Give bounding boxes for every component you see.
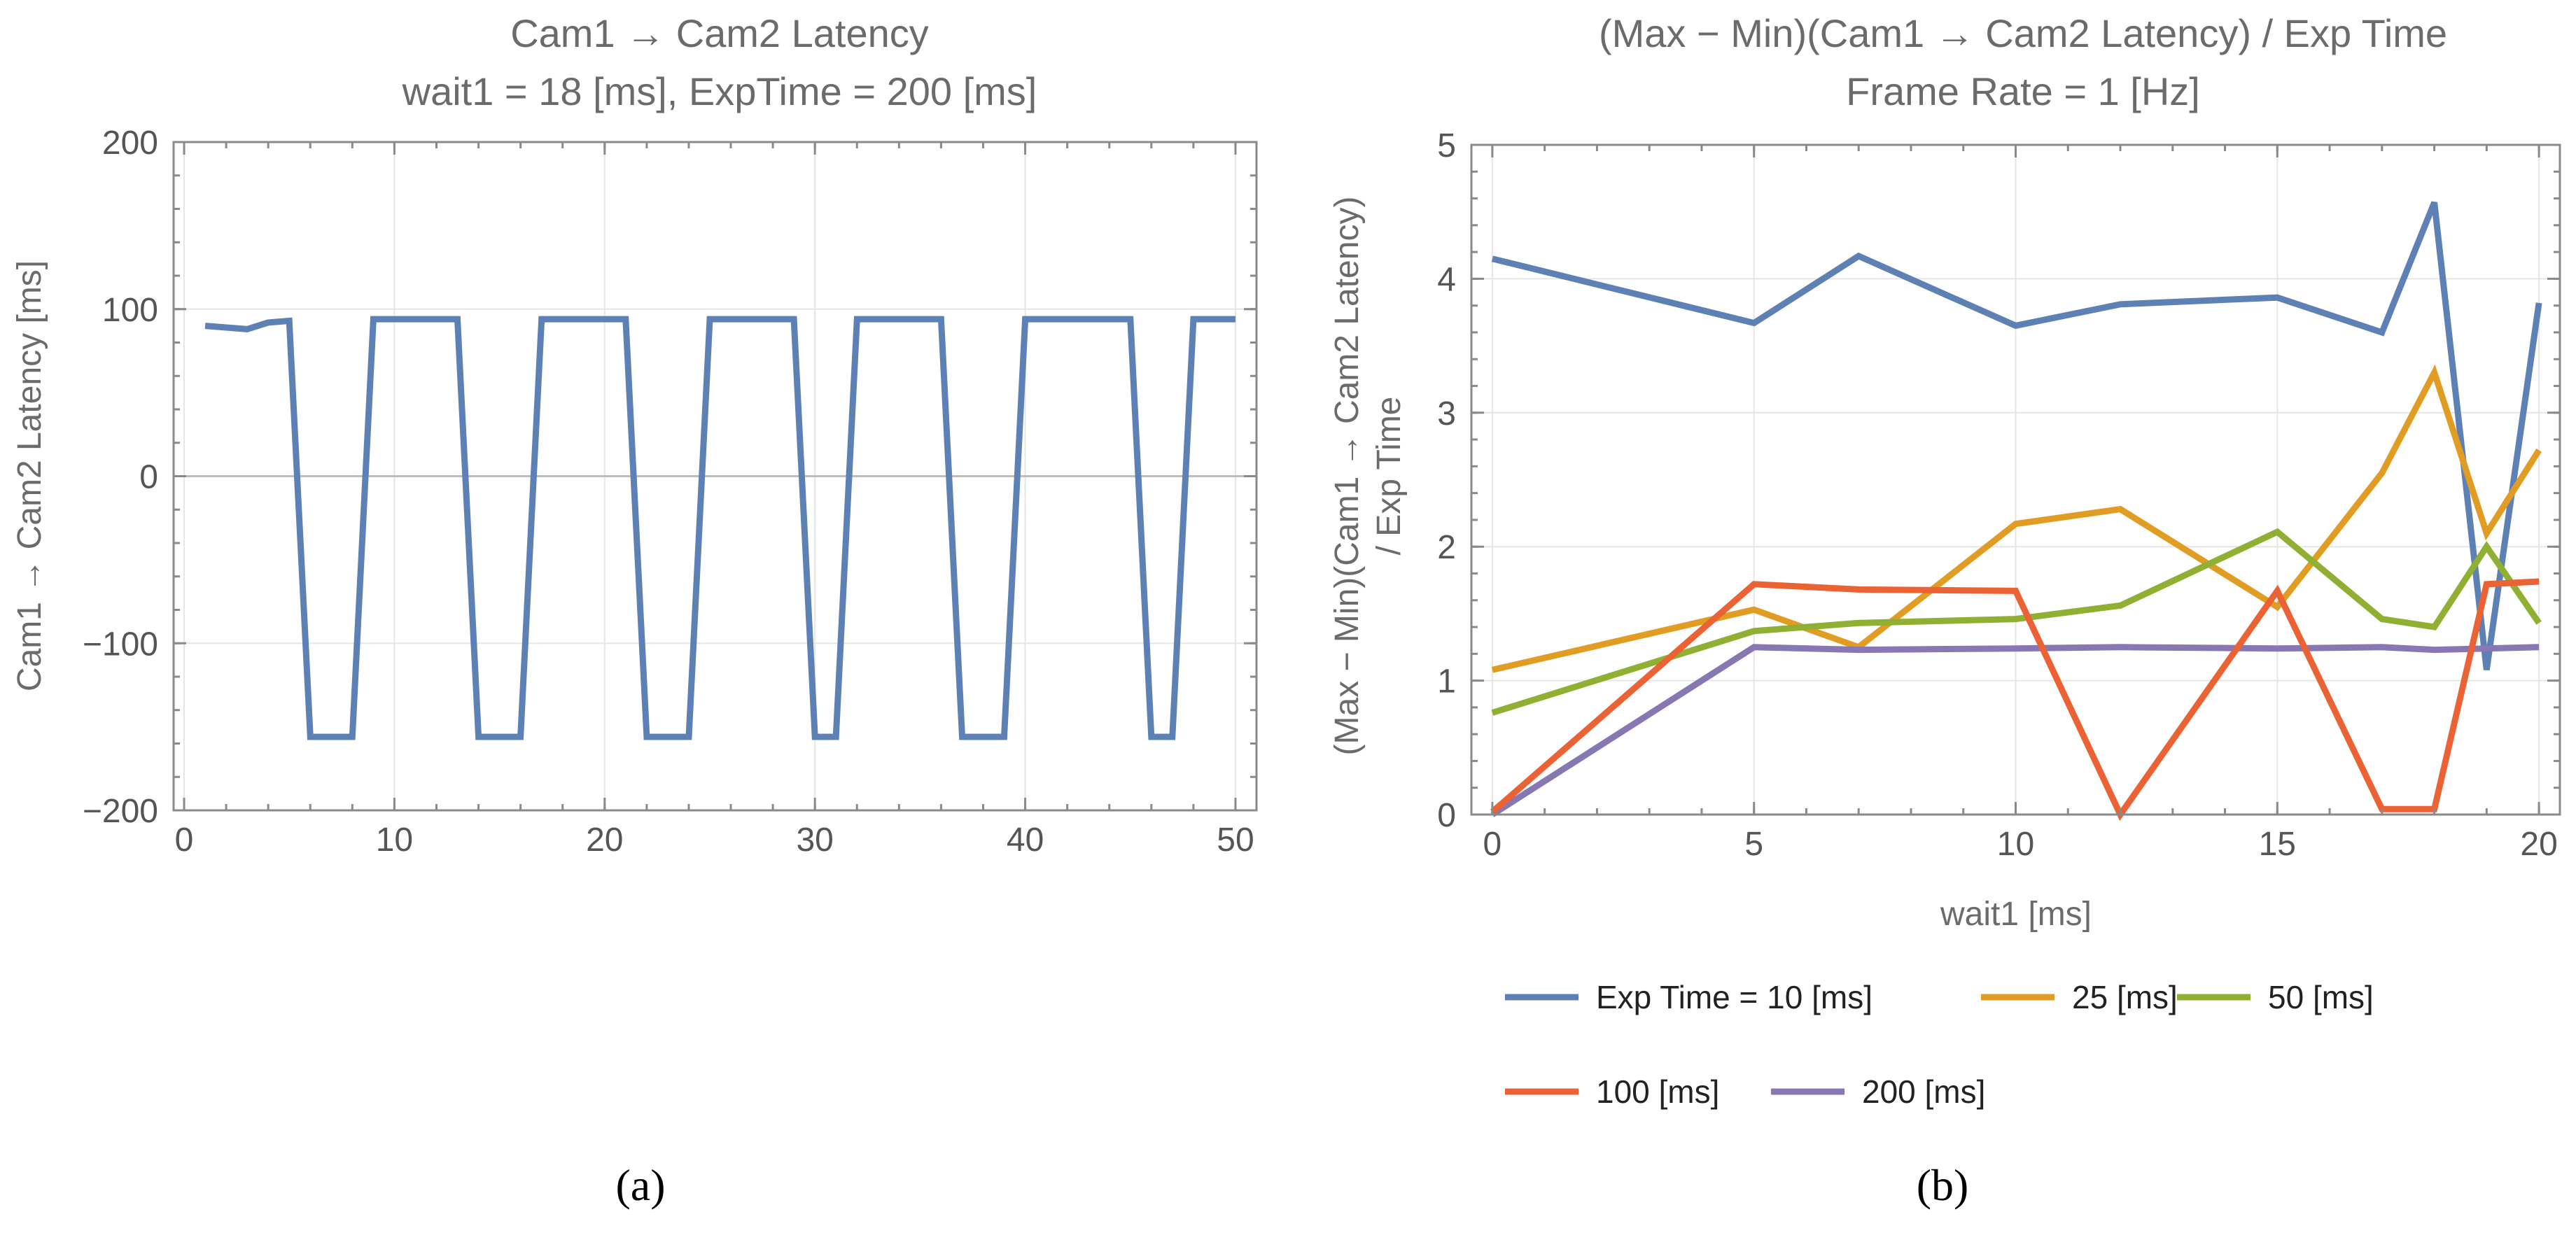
y-tick-label: 3 [1437,395,1456,432]
x-tick-label: 50 [1217,822,1254,859]
x-tick-label: 5 [1744,826,1763,863]
x-tick-label: 15 [2259,826,2296,863]
panel-label-b: (b) [1917,1160,1969,1210]
chart-b-x-axis-label: wait1 [ms] [1940,896,2092,933]
x-tick-label: 20 [586,822,623,859]
chart-b-subtitle: Frame Rate = 1 [Hz] [1846,69,2200,113]
chart-b-frame [1470,143,2561,816]
chart-b: (Max − Min)(Cam1 → Cam2 Latency) / Exp T… [1329,11,2561,1210]
chart-b-gridlines [1471,144,2560,815]
series-line-0 [1491,201,2542,670]
y-tick-label: 200 [102,125,158,162]
x-tick-label: 0 [175,822,194,859]
y-tick-label: 5 [1437,127,1456,164]
legend-label: 200 [ms] [1862,1073,1985,1110]
y-tick-label: 100 [102,292,158,329]
chart-a-y-axis-label: Cam1 → Cam2 Latency [ms] [11,260,48,691]
y-tick-label: 4 [1437,261,1456,298]
series-line-3 [1490,578,2540,821]
chart-a-series-group [204,316,1236,740]
chart-b-y-axis-label-line2: / Exp Time [1371,397,1408,556]
chart-b-legend: Exp Time = 10 [ms] 25 [ms] 50 [ms] 100 [ms]… [1505,979,2374,1110]
chart-b-tick-labels: 0 5 10 15 20 0 1 2 3 4 5 [1437,127,2557,863]
chart-a-title: Cam1 → Cam2 Latency [510,11,929,55]
panel-label-a: (a) [615,1160,665,1210]
y-tick-label: 2 [1437,529,1456,566]
x-tick-label: 10 [376,822,413,859]
x-tick-label: 20 [2520,826,2557,863]
chart-a-frame [172,141,1258,812]
chart-b-series-group [1490,201,2542,821]
chart-b-title: (Max − Min)(Cam1 → Cam2 Latency) / Exp T… [1599,11,2447,55]
legend-label: 50 [ms] [2268,979,2374,1015]
x-tick-label: 30 [796,822,833,859]
chart-a: Cam1 → Cam2 Latency wait1 = 18 [ms], Exp… [11,11,1258,1210]
chart-b-y-axis-label-line1: (Max − Min)(Cam1 → Cam2 Latency) [1329,197,1366,756]
x-tick-label: 40 [1007,822,1044,859]
series-line-2 [1491,528,2542,716]
series-line-latency [204,316,1236,740]
y-tick-label: 1 [1437,663,1456,700]
y-tick-label: 0 [139,459,158,496]
y-tick-label: −100 [83,626,158,663]
legend-label: Exp Time = 10 [ms] [1596,979,1872,1015]
x-tick-label: 10 [1997,826,2034,863]
chart-a-subtitle: wait1 = 18 [ms], ExpTime = 200 [ms] [402,69,1037,113]
legend-label: 100 [ms] [1596,1073,1719,1110]
y-tick-label: 0 [1437,797,1456,834]
series-line-4 [1490,644,2540,817]
x-tick-label: 0 [1483,826,1502,863]
chart-a-tick-labels: 0 10 20 30 40 50 −200 −100 0 100 200 [83,125,1254,859]
chart-a-gridlines [174,141,1256,811]
legend-label: 25 [ms] [2072,979,2178,1015]
y-tick-label: −200 [83,793,158,830]
